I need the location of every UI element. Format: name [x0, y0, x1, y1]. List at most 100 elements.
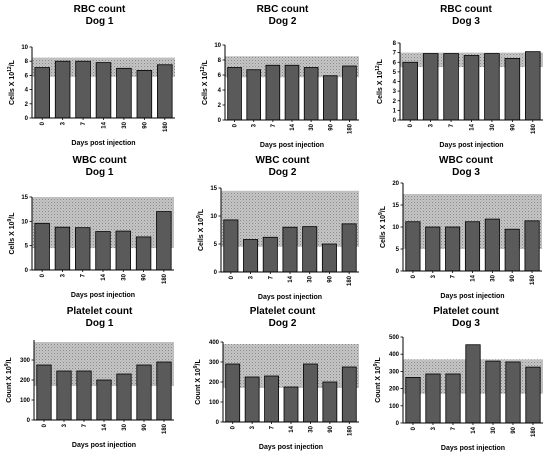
rbc-dog3-xtick-label: 30 — [490, 123, 496, 130]
rbc-dog3-ytick-label: 7 — [393, 51, 397, 57]
rbc-dog2-xtick-label: 7 — [271, 123, 277, 127]
rbc-dog3-y-axis-label-exponent: 12 — [375, 65, 381, 71]
wbc-dog2-ytick-label: 0 — [214, 270, 218, 276]
platelet-dog3-bar-180 — [525, 366, 541, 424]
wbc-dog2-y-axis-label-exponent: 9 — [196, 215, 202, 218]
platelet-dog1-title: Platelet count — [67, 306, 133, 317]
wbc-dog3-bar-3 — [425, 226, 441, 272]
wbc-dog1-x-axis-label: Days post injection — [71, 292, 135, 299]
rbc-dog3-xtick-label: 180 — [531, 123, 537, 134]
wbc-dog1-bar-14 — [95, 231, 111, 271]
wbc-dog1-title: WBC count — [73, 155, 128, 166]
rbc-dog1-bar-7 — [75, 60, 91, 119]
rbc-dog2-title: RBC count — [257, 4, 309, 15]
rbc-dog3-bar-7 — [443, 53, 459, 121]
platelet-dog3-bar-0 — [405, 377, 421, 424]
rbc-dog1-subtitle: Dog 1 — [86, 16, 114, 27]
platelet-dog3-title: Platelet count — [433, 306, 499, 317]
rbc-dog2-bar-180 — [342, 65, 357, 121]
platelet-dog3-ytick-label: 200 — [389, 387, 400, 393]
platelet-dog2-xtick-label: 180 — [347, 425, 353, 436]
rbc-dog2-ytick-label: 0 — [218, 118, 222, 124]
rbc-dog3-xtick-label: 14 — [470, 123, 476, 130]
platelet-dog1-xtick-label: 90 — [142, 423, 148, 430]
platelet-dog3-bar-14 — [465, 344, 481, 424]
platelet-dog1-xtick-label: 180 — [162, 423, 168, 434]
wbc-dog2-xtick-label: 0 — [229, 275, 235, 279]
wbc-dog1-y-axis-label: Cells X 109/L — [7, 212, 16, 255]
wbc-dog2-title: WBC count — [256, 155, 311, 166]
rbc-dog2-bar-30 — [303, 67, 319, 121]
wbc-dog1-subtitle: Dog 1 — [86, 167, 114, 178]
wbc-dog1-xtick-label: 7 — [81, 273, 87, 277]
rbc-dog1-bar-14 — [95, 62, 112, 119]
rbc-dog2-y-axis-label: Cells X 1012/L — [200, 59, 209, 105]
wbc-dog1-y-axis-label-exponent: 9 — [7, 218, 13, 221]
platelet-dog3-xtick-label: 90 — [511, 426, 517, 433]
platelet-dog1-y-axis-label-exponent: 9 — [4, 363, 10, 366]
platelet-dog1-bar-90 — [136, 364, 152, 421]
wbc-dog3-subtitle: Dog 3 — [452, 167, 480, 178]
wbc-dog2-ytick-label: 10 — [210, 214, 217, 220]
wbc-dog2-xtick-label: 3 — [249, 275, 255, 279]
rbc-dog3-ytick-label: 0 — [393, 118, 397, 124]
platelet-dog2-title: Platelet count — [250, 306, 316, 317]
wbc-dog3-y-axis-label-unit: /L — [380, 205, 387, 212]
rbc-dog1-xtick-label: 30 — [122, 121, 128, 128]
wbc-dog1-y-axis-label-unit: /L — [9, 212, 16, 219]
wbc-dog3-ytick-label: 5 — [396, 247, 400, 253]
platelet-dog2-bar-7 — [264, 375, 279, 423]
platelet-dog3-xtick-label: 0 — [411, 426, 417, 430]
platelet-dog1-bar-180 — [156, 361, 172, 421]
wbc-dog1-panel: WBC count Dog 1 0 3 7 14 30 90 180 0 5 10 15 Days pos… — [0, 151, 183, 302]
platelet-dog2-xtick-label: 0 — [231, 425, 237, 429]
rbc-dog1-xtick-label: 180 — [163, 121, 169, 132]
platelet-dog3-y-axis-label-main: Count X 10 — [375, 366, 382, 403]
rbc-dog2-ytick-label: 2 — [218, 103, 222, 109]
wbc-dog2-bar-30 — [302, 226, 318, 273]
platelet-dog3-xtick-label: 3 — [431, 426, 437, 430]
rbc-dog3-title: RBC count — [440, 4, 492, 15]
platelet-dog3-bar-90 — [505, 361, 521, 424]
platelet-dog1-ytick-label: 100 — [20, 398, 31, 404]
wbc-dog2-y-axis-label: Cells X 109/L — [196, 208, 205, 251]
wbc-dog3-bar-7 — [445, 226, 461, 272]
rbc-dog2-xtick-label: 0 — [233, 123, 239, 127]
wbc-dog2-xtick-label: 14 — [288, 275, 294, 282]
rbc-dog1-ytick-label: 2 — [25, 102, 29, 108]
platelet-dog1-xtick-label: 7 — [82, 423, 88, 427]
platelet-dog1-xtick-label: 3 — [62, 423, 68, 427]
wbc-dog3-ytick-label: 15 — [392, 203, 399, 209]
rbc-dog2-bar-0 — [227, 67, 242, 121]
platelet-dog3-ytick-label: 500 — [389, 335, 400, 341]
platelet-dog1-ytick-label: 200 — [20, 378, 31, 384]
platelet-dog2-ytick-label: 0 — [216, 420, 220, 426]
rbc-dog1-ytick-label: 0 — [25, 116, 29, 122]
rbc-dog3-xtick-label: 3 — [429, 123, 435, 127]
rbc-dog1-xtick-label: 90 — [142, 121, 148, 128]
rbc-dog1-bar-0 — [34, 67, 50, 119]
wbc-dog2-y-axis-label-unit: /L — [198, 208, 205, 215]
wbc-dog3-bar-0 — [405, 221, 421, 272]
wbc-dog2-ytick-label: 15 — [210, 186, 217, 192]
rbc-dog2-xtick-label: 90 — [328, 123, 334, 130]
platelet-dog2-ytick-label: 100 — [209, 400, 220, 406]
platelet-dog3-y-axis-label-exponent: 9 — [373, 363, 379, 366]
wbc-dog1-xtick-label: 90 — [142, 273, 148, 280]
wbc-dog1-bar-180 — [156, 211, 172, 271]
wbc-dog3-y-axis-label-main: Cells X 10 — [380, 215, 387, 248]
rbc-dog3-bar-3 — [422, 53, 439, 121]
rbc-dog3-bar-90 — [504, 58, 521, 121]
wbc-dog2-xtick-label: 180 — [347, 275, 353, 286]
platelet-dog3-panel: Platelet count Dog 3 0 3 7 14 30 90 180 0 100 200 30… — [366, 302, 550, 454]
platelet-dog3-ytick-label: 400 — [389, 352, 400, 358]
platelet-dog3-ytick-label: 100 — [389, 404, 400, 410]
rbc-dog1-y-axis-label-exponent: 12 — [7, 66, 13, 72]
rbc-dog3-xtick-label: 7 — [449, 123, 455, 127]
